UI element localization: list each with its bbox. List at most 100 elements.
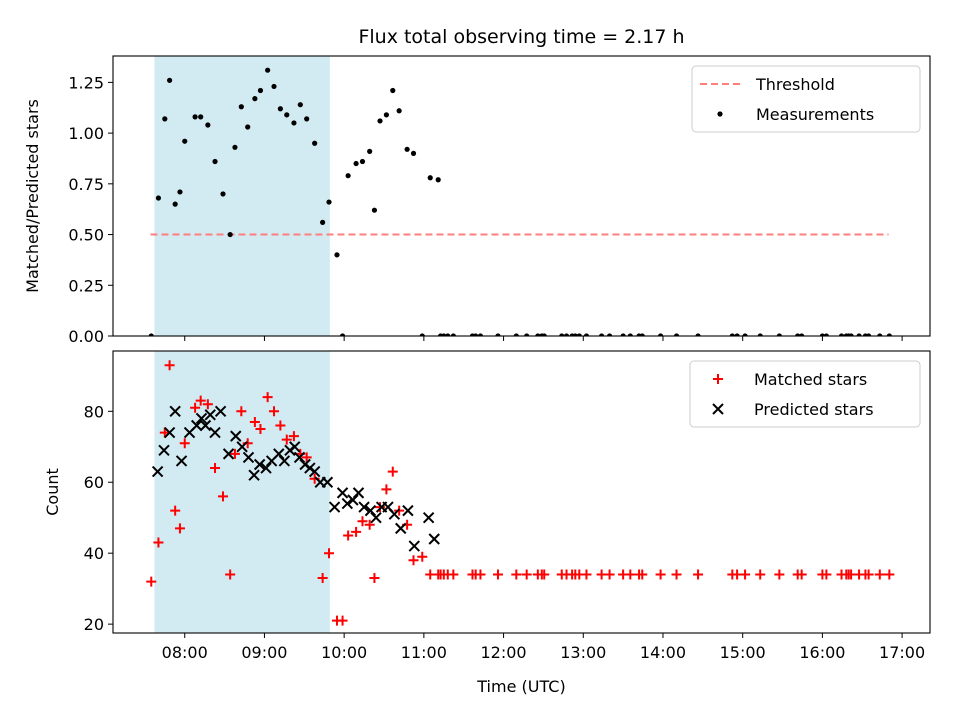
predicted-star-point bbox=[370, 512, 382, 524]
matched-star-point bbox=[740, 569, 751, 580]
measurement-point bbox=[396, 108, 402, 114]
legend-predicted-swatch bbox=[712, 403, 724, 415]
matched-star-point bbox=[511, 569, 522, 580]
measurement-point bbox=[856, 333, 862, 336]
matched-star-point bbox=[225, 569, 236, 580]
measurement-point bbox=[205, 122, 211, 128]
legend-measurement-swatch bbox=[717, 111, 723, 117]
measurement-point bbox=[166, 77, 173, 83]
measurement-point bbox=[371, 207, 378, 213]
measurement-point bbox=[657, 333, 664, 336]
matched-star-point bbox=[521, 569, 532, 580]
matched-star-point bbox=[179, 438, 190, 449]
measurement-point bbox=[277, 106, 283, 112]
matched-star-point bbox=[408, 555, 419, 566]
y-tick-label: 40 bbox=[84, 544, 104, 563]
measurement-point bbox=[734, 333, 740, 336]
x-tick-label: 16:00 bbox=[799, 643, 845, 662]
x-tick-label: 12:00 bbox=[481, 643, 527, 662]
matched-star-point bbox=[236, 406, 247, 417]
matched-star-point bbox=[637, 569, 648, 580]
measurement-point bbox=[606, 333, 613, 336]
matched-star-point bbox=[153, 537, 164, 548]
legend-box bbox=[691, 65, 921, 133]
measurement-point bbox=[198, 114, 204, 120]
matched-star-point bbox=[874, 569, 885, 580]
matched-star-point bbox=[774, 569, 785, 580]
matched-star-point bbox=[159, 427, 170, 438]
matched-star-point bbox=[281, 434, 292, 445]
predicted-star-point bbox=[352, 487, 365, 499]
bottom-panel: 20 40 60 80 08:00 09:00 10:00 11:00 12:00 13:00 14… bbox=[43, 350, 931, 696]
matched-star-point bbox=[581, 569, 592, 580]
matched-star-point bbox=[229, 448, 240, 459]
measurement-point bbox=[563, 333, 570, 336]
measurement-point bbox=[419, 333, 425, 336]
legend-label: Measurements bbox=[756, 105, 874, 124]
measurement-point bbox=[877, 333, 883, 336]
axes-frame bbox=[112, 350, 931, 634]
matched-star-point bbox=[863, 569, 874, 580]
x-tick-label: 08:00 bbox=[162, 643, 208, 662]
matched-star-point bbox=[375, 502, 386, 513]
measurement-point bbox=[390, 87, 396, 94]
measurement-point bbox=[559, 333, 565, 336]
matched-star-point bbox=[448, 569, 459, 580]
matched-star-point bbox=[249, 416, 260, 427]
predicted-star-point bbox=[209, 426, 221, 439]
predicted-star-point bbox=[293, 451, 306, 464]
matched-star-point bbox=[604, 569, 615, 580]
measurement-point bbox=[404, 146, 410, 152]
predicted-star-point bbox=[347, 494, 359, 506]
x-tick-label: 10:00 bbox=[321, 643, 367, 662]
measurement-point bbox=[265, 67, 271, 73]
matched-star-point bbox=[170, 505, 181, 516]
measurement-point bbox=[848, 333, 854, 336]
matched-star-point bbox=[275, 420, 286, 431]
matched-star-point bbox=[357, 516, 368, 527]
measurement-point bbox=[776, 333, 782, 336]
y-tick-label: 80 bbox=[84, 402, 104, 421]
matched-star-point bbox=[217, 491, 228, 502]
measurement-point bbox=[257, 87, 264, 94]
measurement-point bbox=[245, 124, 251, 130]
matched-star-point bbox=[625, 569, 636, 580]
measurement-point bbox=[823, 333, 829, 336]
legend-label: Matched stars bbox=[754, 370, 867, 389]
measurement-point bbox=[695, 333, 701, 336]
predicted-star-point bbox=[408, 540, 421, 552]
matched-star-point bbox=[755, 569, 766, 580]
matched-star-point bbox=[301, 452, 312, 463]
matched-star-point bbox=[324, 548, 335, 559]
matched-star-point bbox=[146, 576, 157, 587]
measurement-point bbox=[353, 160, 359, 167]
x-axis-label: Time (UTC) bbox=[476, 677, 565, 696]
measurement-point bbox=[232, 144, 238, 150]
y-tick-label: 1.25 bbox=[68, 73, 104, 92]
measurement-point bbox=[450, 333, 456, 336]
y-tick-label: 60 bbox=[84, 473, 104, 492]
measurement-point bbox=[359, 158, 366, 165]
predicted-star-point bbox=[402, 504, 414, 517]
predicted-star-point bbox=[328, 501, 341, 513]
measurement-point bbox=[757, 333, 763, 336]
matched-star-point bbox=[796, 569, 807, 580]
matched-star-point bbox=[364, 519, 375, 530]
predicted-star-point bbox=[190, 419, 203, 432]
measurement-point bbox=[673, 333, 680, 336]
measurement-point bbox=[271, 83, 277, 90]
y-tick-label: 20 bbox=[84, 615, 104, 634]
predicted-star-point bbox=[260, 462, 272, 474]
measurement-point bbox=[583, 333, 590, 336]
matched-star-point bbox=[821, 569, 832, 580]
measurement-point bbox=[320, 219, 326, 225]
measurement-point bbox=[410, 150, 417, 156]
predicted-star-point bbox=[336, 487, 349, 499]
matched-star-point bbox=[195, 395, 206, 406]
measurement-point bbox=[572, 333, 578, 336]
matched-star-point bbox=[693, 569, 704, 580]
predicted-star-point bbox=[341, 497, 354, 510]
measurement-point bbox=[304, 116, 310, 122]
plot-area bbox=[146, 351, 895, 633]
predicted-star-point bbox=[273, 448, 285, 460]
